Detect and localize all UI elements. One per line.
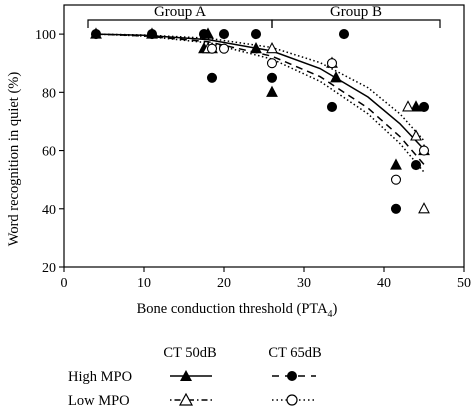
- legend-low-mpo-ct50-key: [170, 392, 212, 406]
- y-tick-label: 80: [42, 86, 56, 101]
- point-high_mpo_65: [90, 29, 102, 40]
- group-bracket: [87, 19, 273, 28]
- point-high_mpo_50: [410, 100, 422, 112]
- point-high_mpo_65: [418, 101, 430, 112]
- point-high_mpo_50: [250, 41, 262, 54]
- trend-line-high_mpo_65: [95, 33, 425, 165]
- point-low_mpo_65: [390, 174, 402, 185]
- point-high_mpo_65: [218, 29, 230, 40]
- point-high_mpo_65: [266, 72, 278, 83]
- y-axis-ticks: 20 40 60 80 100: [35, 28, 64, 276]
- group-bracket: [271, 19, 441, 28]
- legend-row-low-mpo: Low MPO: [68, 393, 130, 409]
- x-tick-label: 10: [137, 276, 151, 291]
- point-low_mpo_50: [410, 129, 422, 141]
- x-axis-label: Bone conduction threshold (PTA4): [137, 301, 338, 320]
- legend-high-mpo-ct50-key: [170, 370, 212, 381]
- x-tick-label: 20: [217, 276, 231, 291]
- point-high_mpo_65: [198, 29, 210, 40]
- point-high_mpo_65: [326, 101, 338, 112]
- x-tick-label: 50: [457, 276, 471, 291]
- point-high_mpo_65: [338, 29, 350, 40]
- y-axis-label: Word recognition in quiet (%): [6, 72, 22, 247]
- legend-header-ct65: CT 65dB: [268, 345, 321, 361]
- point-high_mpo_65: [390, 203, 402, 214]
- point-high_mpo_65: [410, 160, 422, 171]
- x-tick-label: 40: [377, 276, 391, 291]
- point-high_mpo_50: [266, 85, 278, 97]
- data-points: [90, 27, 430, 214]
- x-axis-ticks: 0 10 20 30 40 50: [61, 267, 471, 291]
- point-low_mpo_65: [206, 43, 218, 54]
- legend: CT 50dB CT 65dB High MPO Low MPO: [68, 345, 322, 409]
- legend-row-high-mpo: High MPO: [68, 369, 132, 385]
- group-brackets: Group A Group B: [87, 4, 441, 28]
- point-low_mpo_65: [218, 43, 230, 54]
- point-high_mpo_65: [206, 72, 218, 83]
- y-tick-label: 60: [42, 145, 56, 160]
- plot-frame: [63, 4, 465, 268]
- group-label: Group A: [154, 4, 206, 20]
- y-tick-label: 20: [42, 261, 56, 276]
- y-tick-label: 40: [42, 203, 56, 218]
- legend-low-mpo-ct65-key: [272, 394, 316, 406]
- point-low_mpo_65: [418, 145, 430, 156]
- x-tick-label: 30: [297, 276, 311, 291]
- point-high_mpo_65: [146, 29, 158, 40]
- point-high_mpo_50: [330, 71, 342, 83]
- trend-lines: [95, 33, 425, 173]
- point-low_mpo_65: [326, 58, 338, 69]
- plot-area: 0 10 20 30 40 50 20 40 60 80 100 Group A Group B: [35, 4, 471, 291]
- x-tick-label: 0: [61, 276, 68, 291]
- legend-header-ct50: CT 50dB: [163, 345, 216, 361]
- point-low_mpo_65: [266, 58, 278, 69]
- point-high_mpo_65: [250, 29, 262, 40]
- group-label: Group B: [330, 4, 382, 20]
- point-high_mpo_50: [390, 158, 402, 170]
- y-tick-label: 100: [35, 28, 56, 43]
- trend-line-low_mpo_65: [95, 33, 425, 173]
- point-low_mpo_50: [402, 100, 414, 112]
- point-low_mpo_50: [266, 41, 278, 54]
- point-low_mpo_50: [418, 202, 430, 214]
- legend-high-mpo-ct65-key: [272, 371, 316, 381]
